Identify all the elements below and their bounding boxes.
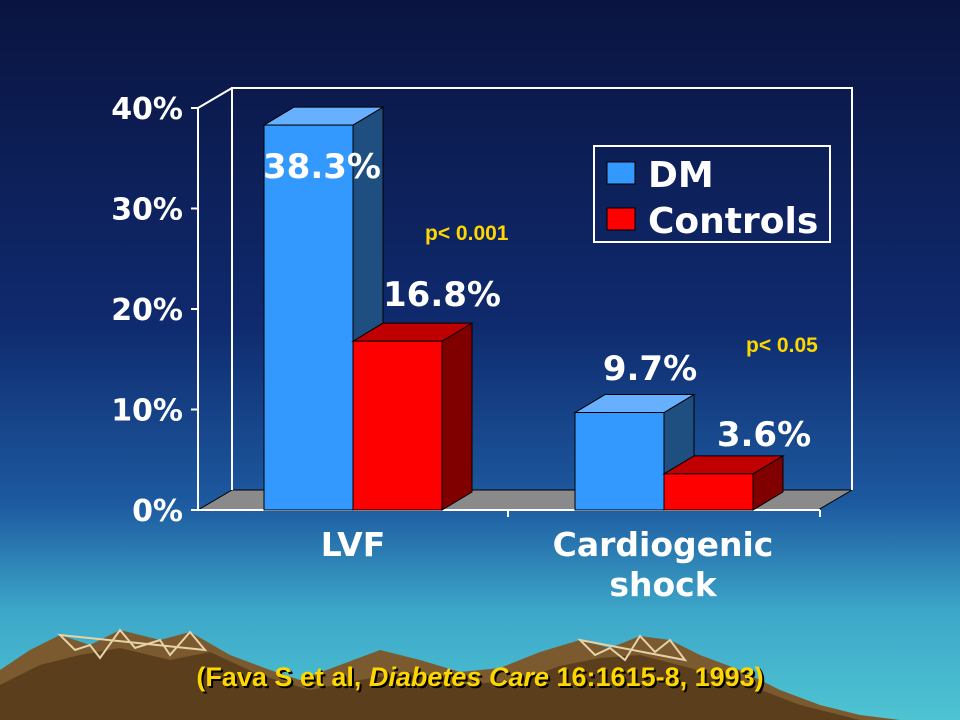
legend: DM Controls <box>593 145 831 243</box>
y-tick-label: 40% <box>111 92 183 127</box>
category-label: shock <box>609 565 717 604</box>
y-tick-label: 10% <box>111 394 183 429</box>
p-value-cardiogenic-shock: p< 0.05 <box>746 334 818 357</box>
data-label-dm-0: 38.3% <box>263 147 381 187</box>
legend-swatch-dm <box>606 161 636 185</box>
y-tick-label: 30% <box>111 193 183 228</box>
legend-label-dm: DM <box>648 155 714 196</box>
legend-box <box>593 145 831 243</box>
category-label: LVF <box>321 525 386 564</box>
y-axis-ticks: 0% 10% 20% 30% 40% <box>111 92 198 529</box>
bar-controls-0 <box>351 322 474 511</box>
citation-suffix: 16:1615-8, 1993) <box>549 662 764 692</box>
bar-marks <box>262 106 785 511</box>
data-label-dm-1: 9.7% <box>603 349 697 389</box>
y-tick-label: 20% <box>111 293 183 328</box>
data-label-controls-1: 3.6% <box>717 415 811 455</box>
bar-controls-1 <box>662 454 785 511</box>
citation: (Fava S et al, Diabetes Care 16:1615-8, … <box>0 662 960 693</box>
category-label: Cardiogenic <box>553 525 774 564</box>
mountain-range-decoration <box>0 628 900 720</box>
legend-swatch-controls <box>606 207 636 231</box>
p-value-lvf: p< 0.001 <box>425 222 509 245</box>
data-labels: 38.3% 16.8% 9.7% 3.6% <box>263 147 811 455</box>
citation-journal: Diabetes Care <box>368 662 549 692</box>
data-label-controls-0: 16.8% <box>383 275 501 315</box>
legend-label-controls: Controls <box>648 201 818 242</box>
y-tick-label: 0% <box>132 494 183 529</box>
citation-prefix: (Fava S et al, <box>196 662 369 692</box>
